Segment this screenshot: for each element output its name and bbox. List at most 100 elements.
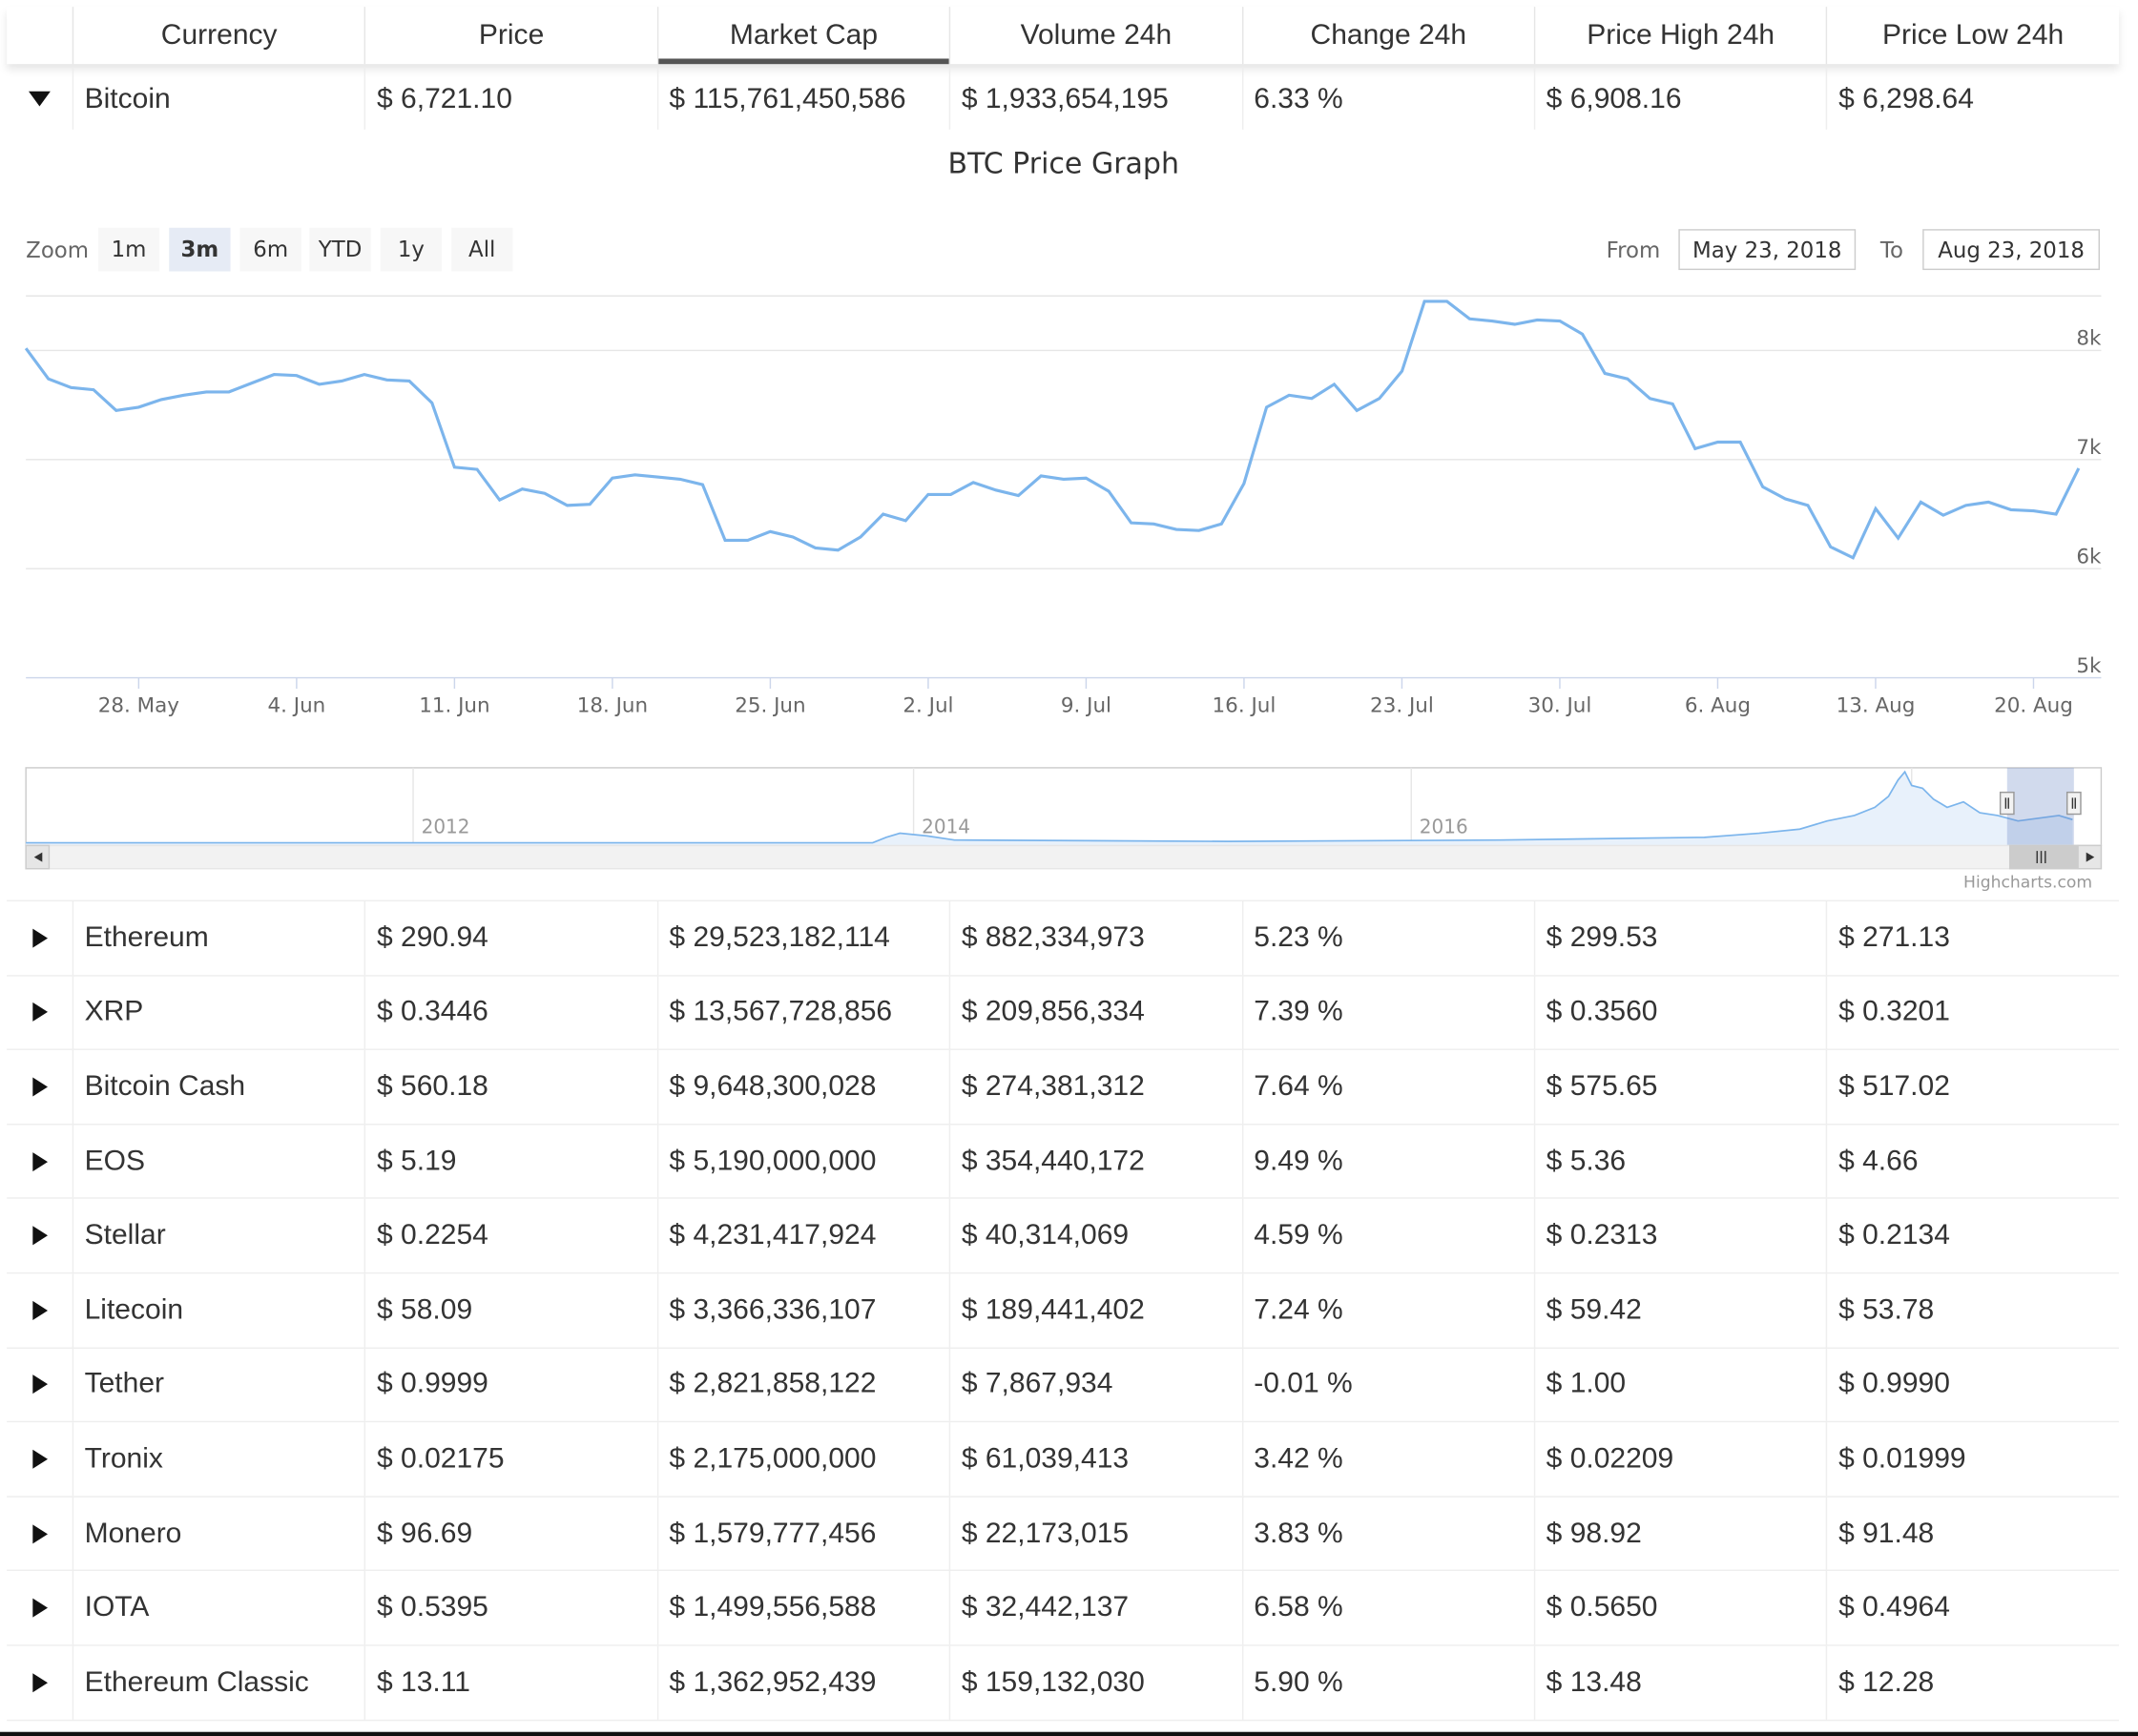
cell-currency: EOS	[73, 1125, 364, 1198]
navigator[interactable]: 2012 2014 2016 2018	[26, 768, 2101, 845]
nav-year-2014: 2014	[922, 816, 970, 838]
header-market-cap[interactable]: Market Cap	[657, 7, 949, 64]
highcharts-credit[interactable]: Highcharts.com	[1963, 873, 2092, 892]
table-row[interactable]: Ethereum Classic $ 13.11 $ 1,362,952,439 $ …	[7, 1646, 2119, 1720]
cell-change: 5.23 %	[1241, 901, 1533, 975]
header-change[interactable]: Change 24h	[1241, 7, 1533, 64]
cell-low: $ 271.13	[1826, 901, 2118, 975]
chart-title: BTC Price Graph	[0, 147, 2128, 179]
cell-volume: $ 1,933,654,195	[949, 68, 1241, 129]
x-tick-label: 30. Jul	[1528, 693, 1592, 717]
expand-toggle[interactable]	[7, 1227, 73, 1246]
expand-toggle[interactable]	[7, 1524, 73, 1543]
cell-currency: XRP	[73, 976, 364, 1049]
table-row[interactable]: Tether $ 0.9999 $ 2,821,858,122 $ 7,867,934…	[7, 1348, 2119, 1421]
table-row[interactable]: XRP $ 0.3446 $ 13,567,728,856 $ 209,856,334…	[7, 976, 2119, 1049]
x-tick-label: 11. Jun	[419, 693, 489, 717]
cell-market-cap: $ 1,362,952,439	[657, 1646, 949, 1720]
navigator-handle-right[interactable]	[2067, 793, 2081, 815]
zoom-6m-button[interactable]: 6m	[240, 228, 301, 272]
expand-toggle[interactable]	[7, 1002, 73, 1022]
cell-volume: $ 882,334,973	[949, 901, 1241, 975]
cell-currency: Ethereum	[73, 901, 364, 975]
cell-high: $ 1.00	[1534, 1348, 1826, 1421]
x-tick-label: 16. Jul	[1213, 693, 1277, 717]
cell-price: $ 5.19	[364, 1125, 656, 1198]
cell-volume: $ 32,442,137	[949, 1572, 1241, 1645]
expand-toggle[interactable]	[7, 1375, 73, 1395]
cell-low: $ 0.2134	[1826, 1199, 2118, 1272]
cell-change: -0.01 %	[1241, 1348, 1533, 1421]
table-row-bitcoin[interactable]: Bitcoin $ 6,721.10 $ 115,761,450,586 $ 1…	[7, 68, 2119, 129]
cell-volume: $ 354,440,172	[949, 1125, 1241, 1198]
scrollbar-track[interactable]	[26, 845, 2101, 868]
cell-price: $ 290.94	[364, 901, 656, 975]
y-tick-label: 5k	[2076, 654, 2102, 678]
cell-price: $ 0.2254	[364, 1199, 656, 1272]
cell-market-cap: $ 9,648,300,028	[657, 1050, 949, 1124]
triangle-down-icon	[29, 92, 51, 107]
header-volume[interactable]: Volume 24h	[949, 7, 1241, 64]
cell-change: 5.90 %	[1241, 1646, 1533, 1720]
header-low[interactable]: Price Low 24h	[1826, 7, 2118, 64]
header-high[interactable]: Price High 24h	[1534, 7, 1826, 64]
cell-currency: Ethereum Classic	[73, 1646, 364, 1720]
expand-toggle[interactable]	[7, 1673, 73, 1692]
cell-low: $ 91.48	[1826, 1498, 2118, 1571]
btc-price-chart[interactable]: 5k 6k 7k 8k 28. May 4. Jun 11. Jun 18. Jun 25. …	[0, 273, 2138, 900]
zoom-1m-button[interactable]: 1m	[98, 228, 159, 272]
cell-change: 7.64 %	[1241, 1050, 1533, 1124]
table-row[interactable]: Monero $ 96.69 $ 1,579,777,456 $ 22,173,015…	[7, 1498, 2119, 1571]
cell-high: $ 98.92	[1534, 1498, 1826, 1571]
y-tick-label: 6k	[2076, 545, 2102, 568]
scrollbar-thumb[interactable]	[2010, 845, 2078, 868]
navigator-mask[interactable]	[2007, 768, 2074, 845]
expand-toggle[interactable]	[7, 1301, 73, 1320]
table-row[interactable]: EOS $ 5.19 $ 5,190,000,000 $ 354,440,172 9.4…	[7, 1125, 2119, 1198]
navigator-handle-left[interactable]	[2001, 793, 2014, 815]
table-row[interactable]: Bitcoin Cash $ 560.18 $ 9,648,300,028 $ 274…	[7, 1050, 2119, 1124]
cell-price: $ 0.3446	[364, 976, 656, 1049]
cell-low: $ 517.02	[1826, 1050, 2118, 1124]
cell-high: $ 0.02209	[1534, 1422, 1826, 1496]
cell-market-cap: $ 5,190,000,000	[657, 1125, 949, 1198]
cell-high: $ 0.5650	[1534, 1572, 1826, 1645]
cell-market-cap: $ 2,821,858,122	[657, 1348, 949, 1421]
table-row[interactable]: Litecoin $ 58.09 $ 3,366,336,107 $ 189,441,…	[7, 1273, 2119, 1347]
table-row[interactable]: Stellar $ 0.2254 $ 4,231,417,924 $ 40,314,0…	[7, 1199, 2119, 1272]
scrollbar[interactable]	[26, 845, 2101, 868]
cell-price: $ 58.09	[364, 1273, 656, 1347]
cell-price: $ 0.02175	[364, 1422, 656, 1496]
header-price[interactable]: Price	[364, 7, 656, 64]
x-tick-label: 4. Jun	[268, 693, 326, 717]
table-row[interactable]: Ethereum $ 290.94 $ 29,523,182,114 $ 882,33…	[7, 901, 2119, 975]
expand-toggle[interactable]	[7, 928, 73, 947]
expand-toggle[interactable]	[7, 1450, 73, 1469]
cell-low: $ 0.9990	[1826, 1348, 2118, 1421]
table-row[interactable]: IOTA $ 0.5395 $ 1,499,556,588 $ 32,442,137 6…	[7, 1572, 2119, 1645]
cell-change: 4.59 %	[1241, 1199, 1533, 1272]
cell-price: $ 13.11	[364, 1646, 656, 1720]
cell-volume: $ 7,867,934	[949, 1348, 1241, 1421]
from-date-input[interactable]: May 23, 2018	[1678, 229, 1856, 270]
cell-market-cap: $ 13,567,728,856	[657, 976, 949, 1049]
cell-high: $ 6,908.16	[1534, 68, 1826, 129]
expand-toggle[interactable]	[7, 1152, 73, 1171]
expand-toggle[interactable]	[7, 1599, 73, 1618]
cell-high: $ 0.2313	[1534, 1199, 1826, 1272]
cell-market-cap: $ 2,175,000,000	[657, 1422, 949, 1496]
zoom-1y-button[interactable]: 1y	[381, 228, 442, 272]
cell-market-cap: $ 4,231,417,924	[657, 1199, 949, 1272]
to-date-input[interactable]: Aug 23, 2018	[1922, 229, 2100, 270]
header-currency[interactable]: Currency	[73, 7, 364, 64]
x-tick-label: 6. Aug	[1685, 693, 1751, 717]
x-tick-label: 18. Jun	[577, 693, 648, 717]
zoom-3m-button[interactable]: 3m	[169, 228, 230, 272]
zoom-all-button[interactable]: All	[451, 228, 512, 272]
triangle-right-icon	[32, 1077, 48, 1096]
btc-price-line	[26, 301, 2079, 558]
zoom-ytd-button[interactable]: YTD	[309, 228, 370, 272]
collapse-toggle[interactable]	[7, 92, 73, 107]
table-row[interactable]: Tronix $ 0.02175 $ 2,175,000,000 $ 61,039,4…	[7, 1422, 2119, 1496]
expand-toggle[interactable]	[7, 1077, 73, 1096]
